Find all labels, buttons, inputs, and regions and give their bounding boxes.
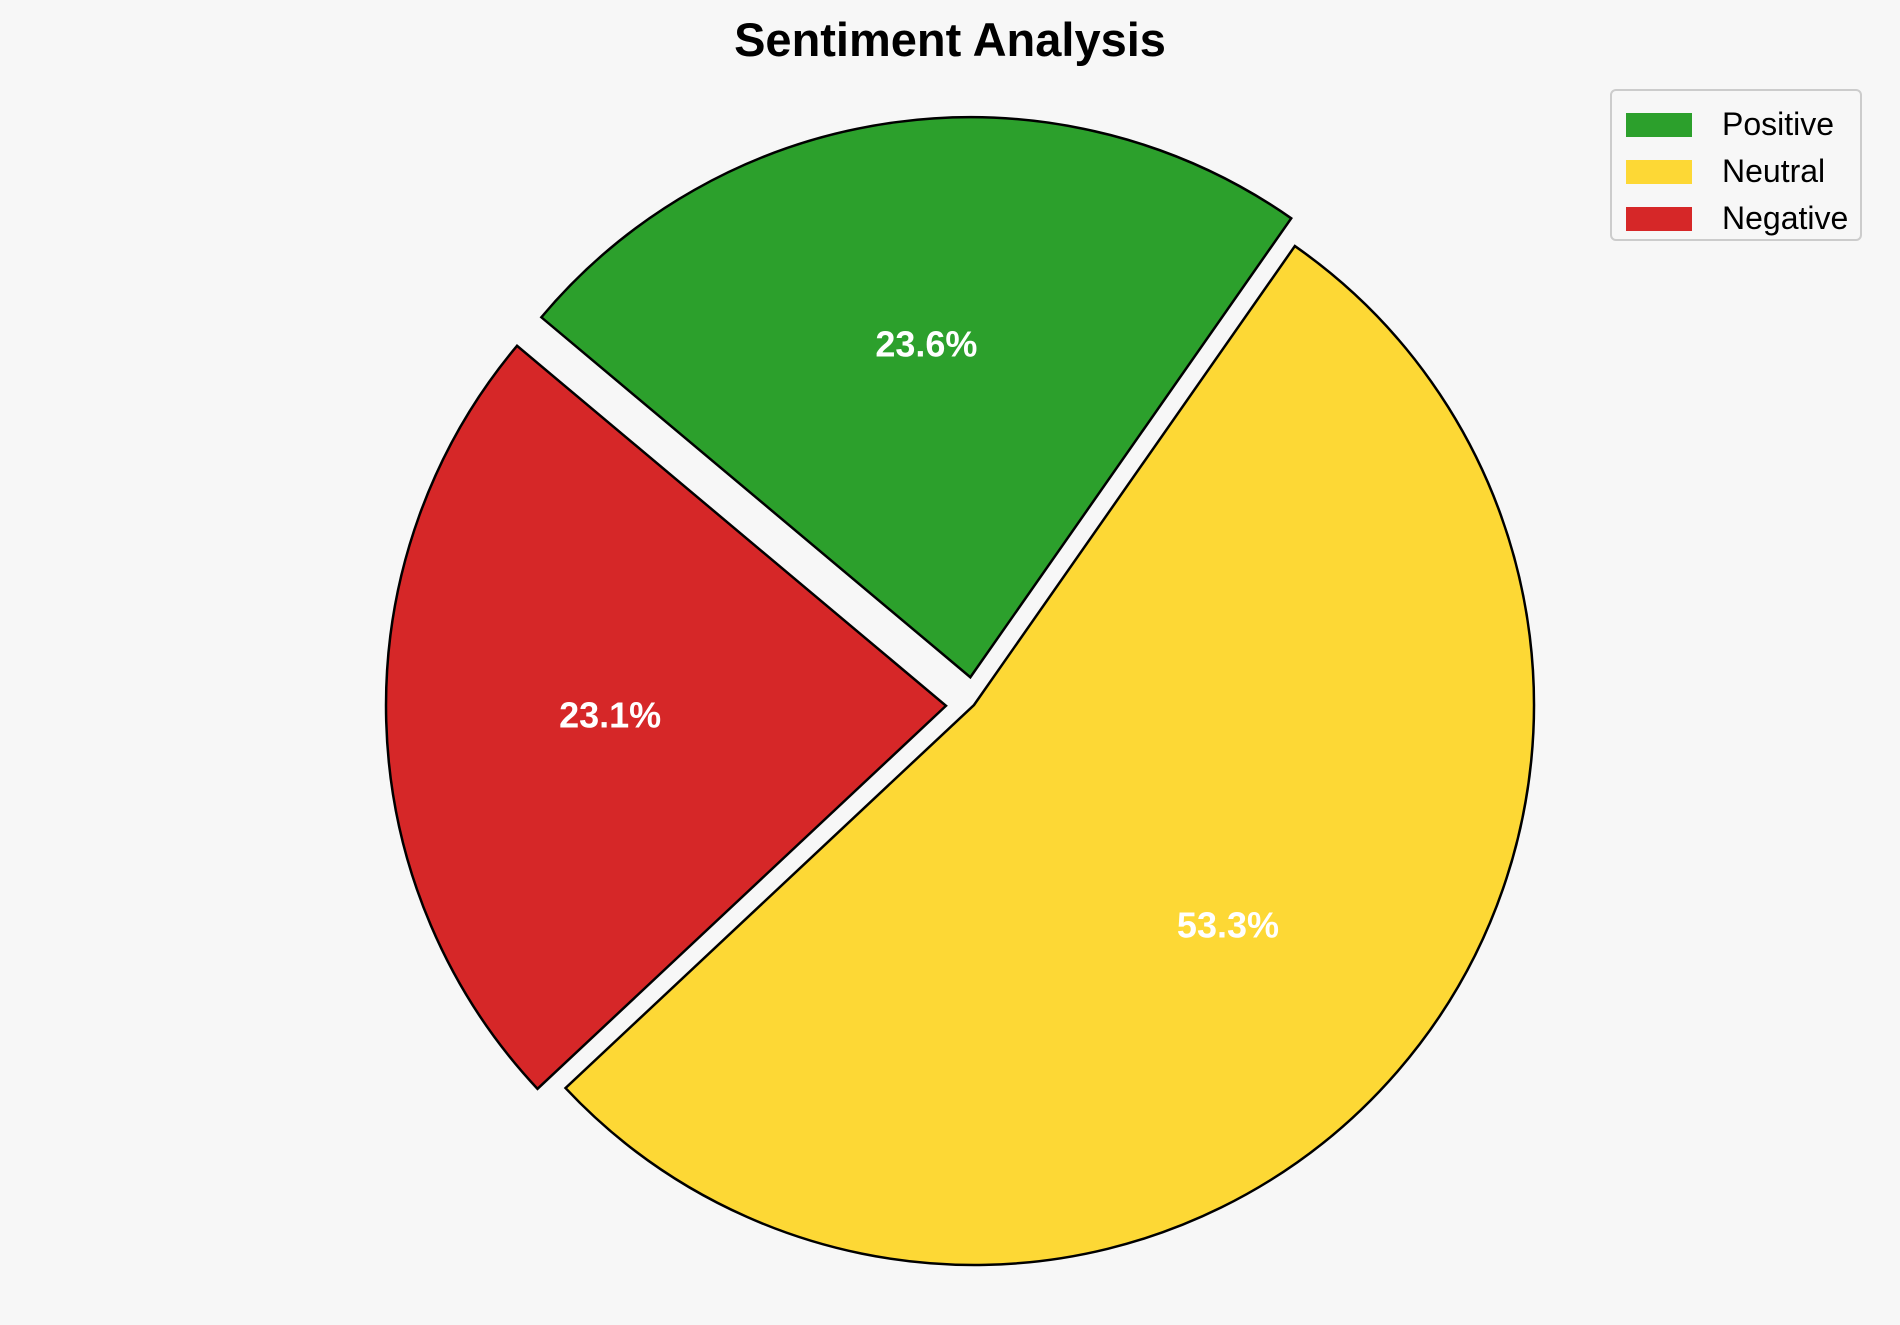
legend-swatch-positive: [1626, 112, 1692, 137]
pie-label-positive: 23.6%: [875, 324, 977, 365]
pie-label-negative: 23.1%: [559, 695, 661, 736]
legend-swatch-negative: [1626, 206, 1692, 231]
pie-slice-neutral: [563, 244, 1536, 1267]
pie-slice-negative: [384, 344, 948, 1091]
legend: Positive Neutral Negative: [1610, 89, 1862, 241]
legend-label-neutral: Neutral: [1722, 153, 1826, 189]
legend-item-positive: Positive: [1626, 101, 1860, 148]
pie-slice-positive: [539, 116, 1293, 680]
legend-item-negative: Negative: [1626, 195, 1860, 242]
legend-swatch-neutral: [1626, 159, 1692, 184]
chart-title: Sentiment Analysis: [734, 13, 1166, 66]
pie-label-neutral: 53.3%: [1177, 904, 1279, 945]
legend-label-negative: Negative: [1722, 200, 1849, 236]
legend-label-positive: Positive: [1722, 106, 1835, 142]
legend-item-neutral: Neutral: [1626, 148, 1860, 195]
